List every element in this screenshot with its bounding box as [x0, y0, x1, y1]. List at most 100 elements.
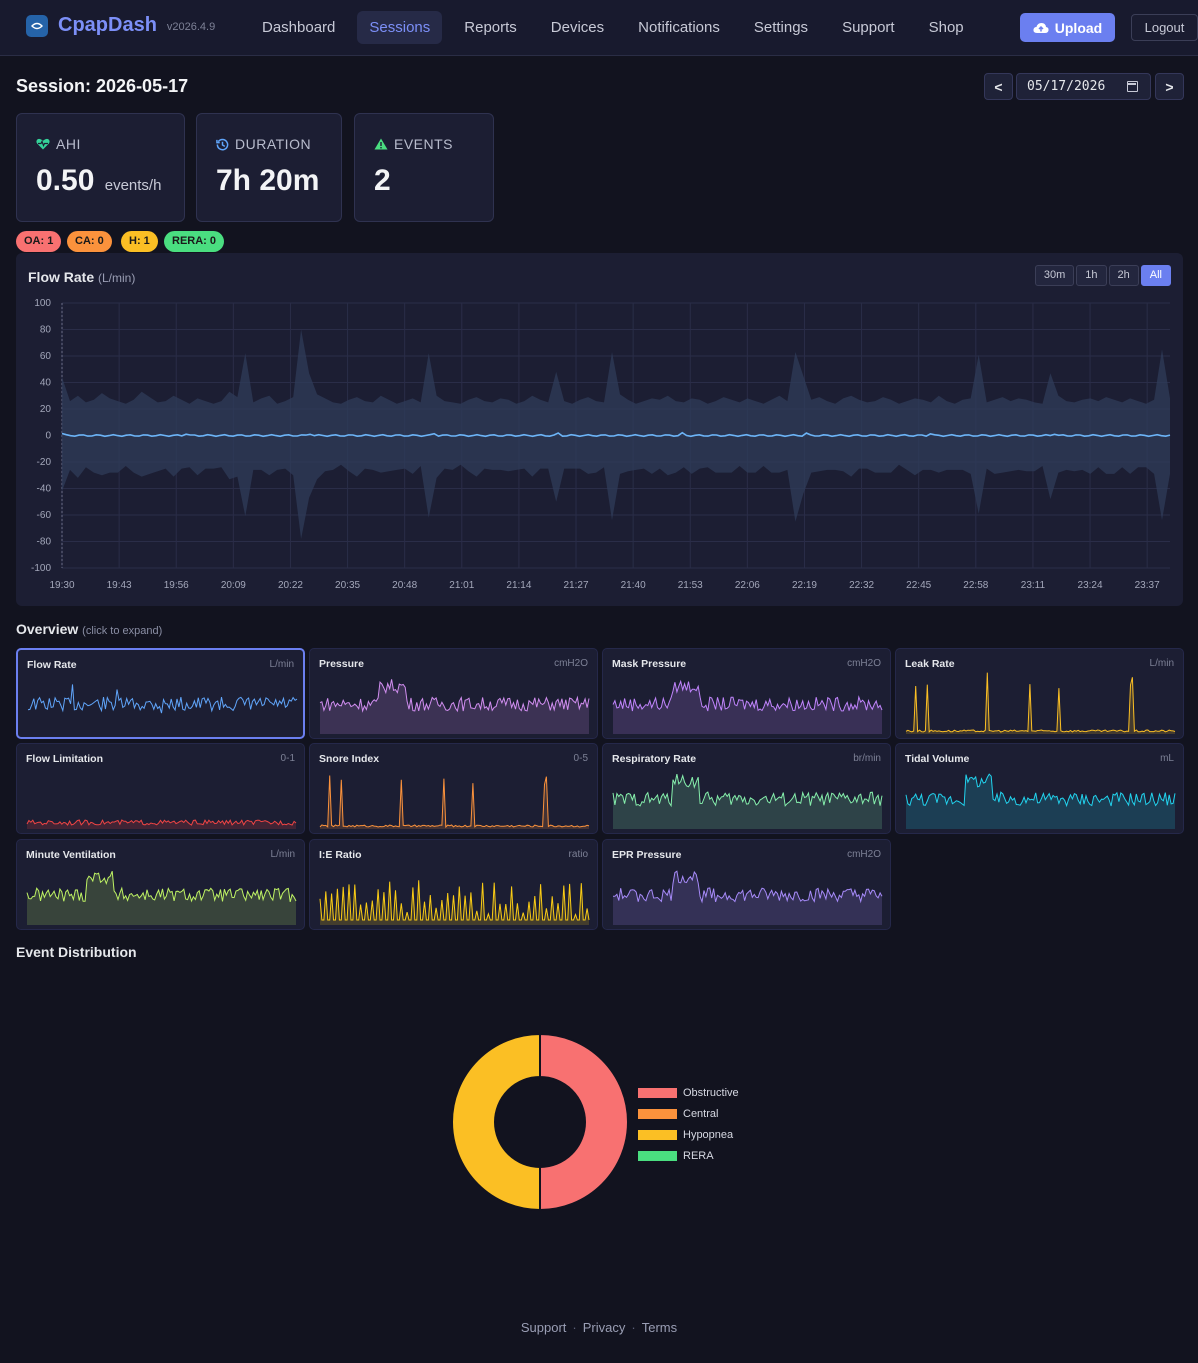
nav-item-dashboard[interactable]: Dashboard: [262, 19, 336, 36]
prev-day-button[interactable]: <: [984, 73, 1013, 100]
x-tick-label: 21:40: [621, 580, 646, 591]
brand[interactable]: CpapDash v2026.4.9: [26, 14, 215, 37]
overview-card-mask-pressure[interactable]: Mask Pressure cmH2O: [602, 648, 891, 739]
overview-card-snore-index[interactable]: Snore Index 0-5: [309, 743, 598, 834]
donut-slice-obstructive: [539, 1032, 629, 1212]
sparkline-line: [613, 870, 883, 904]
nav-item-reports[interactable]: Reports: [464, 19, 517, 36]
sparkline-area: [613, 681, 882, 734]
logout-button[interactable]: Logout: [1131, 14, 1198, 41]
nav-item-devices[interactable]: Devices: [550, 19, 605, 36]
sparkline: [27, 684, 298, 714]
overview-card-pressure[interactable]: Pressure cmH2O: [309, 648, 598, 739]
sparkline: [612, 774, 883, 829]
overview-card-name: Tidal Volume: [905, 753, 970, 765]
stat-card-duration: DURATION 7h 20m: [196, 113, 342, 222]
event-badge-rera: RERA: 0: [164, 231, 225, 252]
flow-envelope-area: [62, 329, 1170, 539]
range-button-all[interactable]: All: [1140, 265, 1171, 286]
sparkline: [26, 871, 297, 925]
overview-card-name: Mask Pressure: [612, 658, 687, 670]
sparkline-area: [27, 820, 296, 829]
y-tick-label: -60: [37, 510, 52, 521]
flow-rate-chart[interactable]: 100 80 60 40 20 0 -20 -40 -60 -80 -100 19:30 19:43 19…: [16, 253, 1183, 606]
sparkline: [319, 880, 590, 925]
upload-label: Upload: [1054, 19, 1103, 36]
upload-button[interactable]: Upload: [1020, 13, 1115, 42]
overview-card-name: Pressure: [319, 658, 364, 670]
sparkline-line: [905, 773, 1176, 808]
nav-item-sessions[interactable]: Sessions: [357, 11, 443, 44]
overview-title: Overview: [16, 621, 79, 637]
overview-card-unit: cmH2O: [847, 849, 881, 860]
session-date-input[interactable]: 05/17/2026: [1016, 73, 1151, 100]
overview-card-unit: cmH2O: [554, 658, 588, 669]
chart-title: Flow Rate (L/min): [28, 269, 135, 285]
overview-card-epr-pressure[interactable]: EPR Pressure cmH2O: [602, 839, 891, 930]
nav-item-settings[interactable]: Settings: [753, 19, 809, 36]
overview-heading: Overview (click to expand): [16, 621, 162, 637]
legend-label: Obstructive: [683, 1086, 739, 1099]
y-tick-label: 60: [40, 351, 52, 362]
x-tick-label: 20:22: [278, 580, 303, 591]
legend-label: Central: [683, 1107, 719, 1120]
event-badge-ca: CA: 0: [67, 231, 112, 252]
range-button-1h[interactable]: 1h: [1076, 265, 1107, 286]
x-tick-label: 20:48: [392, 580, 417, 591]
legend-label: RERA: [683, 1149, 714, 1162]
legend-item-hypopnea[interactable]: Hypopnea: [638, 1124, 739, 1145]
footer-link-privacy[interactable]: Privacy: [582, 1320, 626, 1335]
x-tick-label: 21:27: [564, 580, 589, 591]
y-tick-label: 20: [40, 404, 52, 415]
overview-card-minute-ventilation[interactable]: Minute Ventilation L/min: [16, 839, 305, 930]
event-badge-h: H: 1: [121, 231, 158, 252]
event-distribution-title: Event Distribution: [16, 944, 137, 960]
overview-card-i-e-ratio[interactable]: I:E Ratio ratio: [309, 839, 598, 930]
sparkline: [905, 672, 1176, 734]
overview-card-tidal-volume[interactable]: Tidal Volume mL: [895, 743, 1184, 834]
overview-card-unit: 0-5: [573, 753, 588, 764]
legend-label: Hypopnea: [683, 1128, 734, 1141]
x-tick-label: 23:11: [1021, 580, 1046, 591]
y-tick-label: -80: [37, 537, 52, 548]
range-button-30m[interactable]: 30m: [1034, 265, 1075, 286]
overview-card-unit: L/min: [269, 659, 294, 670]
overview-card-respiratory-rate[interactable]: Respiratory Rate br/min: [602, 743, 891, 834]
next-day-button[interactable]: >: [1155, 73, 1184, 100]
footer-link-terms[interactable]: Terms: [641, 1320, 678, 1335]
legend-item-central[interactable]: Central: [638, 1103, 739, 1124]
legend-swatch: [638, 1150, 677, 1161]
nav-item-support[interactable]: Support: [842, 19, 895, 36]
y-tick-label: 100: [34, 298, 51, 309]
sparkline-line: [319, 775, 590, 829]
sparkline-line: [319, 679, 590, 713]
stat-label: EVENTS: [394, 136, 454, 152]
x-tick-label: 23:37: [1135, 580, 1160, 591]
stat-unit: events/h: [104, 177, 162, 194]
legend-item-rera[interactable]: RERA: [638, 1145, 739, 1166]
x-tick-label: 19:43: [107, 580, 132, 591]
stat-value: 2: [374, 164, 391, 197]
overview-hint: (click to expand): [82, 625, 163, 637]
sparkline: [319, 775, 590, 829]
y-tick-label: -100: [31, 563, 51, 574]
x-tick-label: 21:53: [678, 580, 703, 591]
overview-card-name: EPR Pressure: [612, 849, 682, 861]
app-logo-icon: [26, 14, 48, 37]
legend-item-obstructive[interactable]: Obstructive: [638, 1082, 739, 1103]
nav-item-notifications[interactable]: Notifications: [638, 19, 720, 36]
overview-card-flow-rate[interactable]: Flow Rate L/min: [16, 648, 305, 739]
event-distribution-donut[interactable]: [440, 1022, 640, 1222]
footer-link-support[interactable]: Support: [520, 1320, 567, 1335]
footer-separator: ·: [631, 1320, 636, 1335]
nav-item-shop[interactable]: Shop: [928, 19, 964, 36]
overview-card-name: I:E Ratio: [319, 849, 362, 861]
legend-swatch: [638, 1108, 677, 1119]
overview-card-flow-limitation[interactable]: Flow Limitation 0-1: [16, 743, 305, 834]
overview-card-leak-rate[interactable]: Leak Rate L/min: [895, 648, 1184, 739]
sparkline-line: [905, 672, 1176, 733]
chart-title-text: Flow Rate: [28, 269, 95, 285]
footer: Support · Privacy · Terms: [0, 1320, 1198, 1335]
calendar-icon[interactable]: [1127, 81, 1138, 92]
range-button-2h[interactable]: 2h: [1108, 265, 1139, 286]
